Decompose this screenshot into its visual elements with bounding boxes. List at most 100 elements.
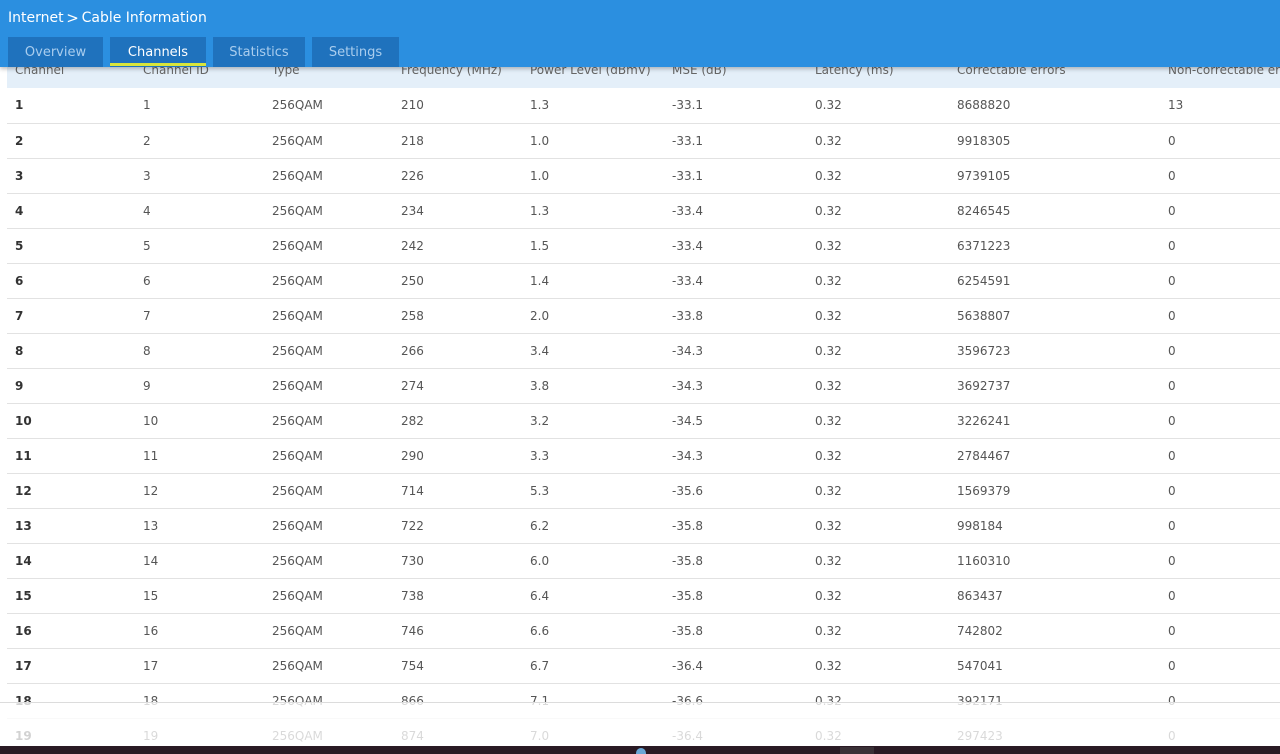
table-cell: 3.4	[530, 343, 550, 358]
table-cell: -36.4	[672, 658, 704, 673]
table-cell: 2.0	[530, 308, 550, 323]
table-cell: 7	[15, 308, 24, 323]
table-cell: 742802	[957, 623, 1003, 638]
table-row: 12 12 256QAM 714 5.3 -35.6 0.32 1569379 0	[7, 473, 1280, 508]
table-cell: 9739105	[957, 168, 1011, 183]
taskbar	[0, 746, 1280, 754]
table-cell: 0.32	[815, 343, 842, 358]
table-cell: 0.32	[815, 203, 842, 218]
table-cell: 17	[143, 658, 159, 673]
table-cell: 0	[1168, 203, 1176, 218]
table-cell: 13	[143, 518, 159, 533]
table-cell: 0	[1168, 658, 1176, 673]
table-cell: 290	[401, 448, 424, 463]
table-cell: -35.8	[672, 518, 704, 533]
table-cell: 8	[143, 343, 151, 358]
table-cell: 1.0	[530, 168, 550, 183]
table-cell: 256QAM	[272, 448, 323, 463]
table-cell: 242	[401, 238, 424, 253]
table-cell: 0.32	[815, 238, 842, 253]
table-cell: 10	[15, 413, 32, 428]
breadcrumb-parent[interactable]: Internet	[8, 10, 64, 26]
chevron-right-icon: >	[66, 9, 79, 27]
table-cell: 6	[143, 273, 151, 288]
table-cell: 3	[143, 168, 151, 183]
table-cell: 863437	[957, 588, 1003, 603]
table-cell: 6254591	[957, 273, 1011, 288]
table-cell: 5	[143, 238, 151, 253]
table-cell: 1	[15, 98, 24, 113]
table-cell: 0	[1168, 133, 1176, 148]
breadcrumb-current: Cable Information	[81, 10, 207, 26]
table-cell: 2784467	[957, 448, 1011, 463]
table-cell: 0.32	[815, 168, 842, 183]
table-cell: 0.32	[815, 623, 842, 638]
table-cell: 256QAM	[272, 378, 323, 393]
table-cell: 11	[143, 448, 159, 463]
table-row: 10 10 256QAM 282 3.2 -34.5 0.32 3226241 0	[7, 403, 1280, 438]
table-cell: 0.32	[815, 658, 842, 673]
table-cell: 0	[1168, 343, 1176, 358]
table-cell: 9918305	[957, 133, 1011, 148]
table-cell: 722	[401, 518, 424, 533]
table-cell: 754	[401, 658, 424, 673]
table-cell: 3.8	[530, 378, 550, 393]
table-cell: 3596723	[957, 343, 1011, 358]
table-cell: -33.1	[672, 133, 704, 148]
table-cell: 266	[401, 343, 424, 358]
table-cell: 5	[15, 238, 24, 253]
table-cell: 998184	[957, 518, 1003, 533]
table-cell: 3.3	[530, 448, 550, 463]
table-cell: 8	[15, 343, 24, 358]
table-cell: 0	[1168, 238, 1176, 253]
table-cell: 1.3	[530, 203, 550, 218]
table-cell: 1160310	[957, 553, 1011, 568]
tab-channels[interactable]: Channels	[110, 37, 206, 67]
breadcrumb: Internet > Cable Information	[8, 9, 207, 27]
table-cell: 256QAM	[272, 98, 323, 113]
tab-settings[interactable]: Settings	[312, 37, 399, 67]
table-cell: 0	[1168, 308, 1176, 323]
table-row: 5 5 256QAM 242 1.5 -33.4 0.32 6371223 0	[7, 228, 1280, 263]
table-cell: 738	[401, 588, 424, 603]
table-cell: 0	[1168, 378, 1176, 393]
table-cell: 1.4	[530, 273, 550, 288]
table-cell: 6.0	[530, 553, 550, 568]
tab-statistics[interactable]: Statistics	[213, 37, 305, 67]
table-cell: -35.8	[672, 623, 704, 638]
table-cell: 0	[1168, 273, 1176, 288]
table-cell: 1.3	[530, 98, 550, 113]
table-cell: -33.4	[672, 273, 704, 288]
table-row: 14 14 256QAM 730 6.0 -35.8 0.32 1160310 0	[7, 543, 1280, 578]
tab-overview[interactable]: Overview	[8, 37, 103, 67]
table-cell: 1	[143, 98, 151, 113]
taskbar-app-icon[interactable]	[636, 748, 646, 754]
top-header: Internet > Cable Information Overview Ch…	[0, 0, 1280, 67]
channels-table-container[interactable]: Channel Channel ID Type Frequency (MHz) …	[7, 53, 1280, 754]
table-row: 2 2 256QAM 218 1.0 -33.1 0.32 9918305 0	[7, 123, 1280, 158]
table-cell: -34.3	[672, 378, 704, 393]
table-cell: 0.32	[815, 483, 842, 498]
table-cell: 256QAM	[272, 658, 323, 673]
table-cell: 256QAM	[272, 553, 323, 568]
taskbar-item[interactable]	[840, 747, 874, 754]
table-row: 4 4 256QAM 234 1.3 -33.4 0.32 8246545 0	[7, 193, 1280, 228]
table-cell: -34.3	[672, 343, 704, 358]
table-cell: 0.32	[815, 308, 842, 323]
table-cell: 5.3	[530, 483, 550, 498]
table-cell: 6	[15, 273, 24, 288]
table-cell: 0.32	[815, 448, 842, 463]
table-cell: -34.5	[672, 413, 704, 428]
table-cell: 3226241	[957, 413, 1011, 428]
table-cell: 256QAM	[272, 133, 323, 148]
table-cell: 6.2	[530, 518, 550, 533]
table-row: 17 17 256QAM 754 6.7 -36.4 0.32 547041 0	[7, 648, 1280, 683]
table-cell: 7	[143, 308, 151, 323]
table-cell: -35.6	[672, 483, 704, 498]
table-cell: 12	[15, 483, 32, 498]
table-cell: 0.32	[815, 98, 842, 113]
table-row: 15 15 256QAM 738 6.4 -35.8 0.32 863437 0	[7, 578, 1280, 613]
table-cell: 0	[1168, 518, 1176, 533]
table-cell: 547041	[957, 658, 1003, 673]
table-cell: 256QAM	[272, 238, 323, 253]
